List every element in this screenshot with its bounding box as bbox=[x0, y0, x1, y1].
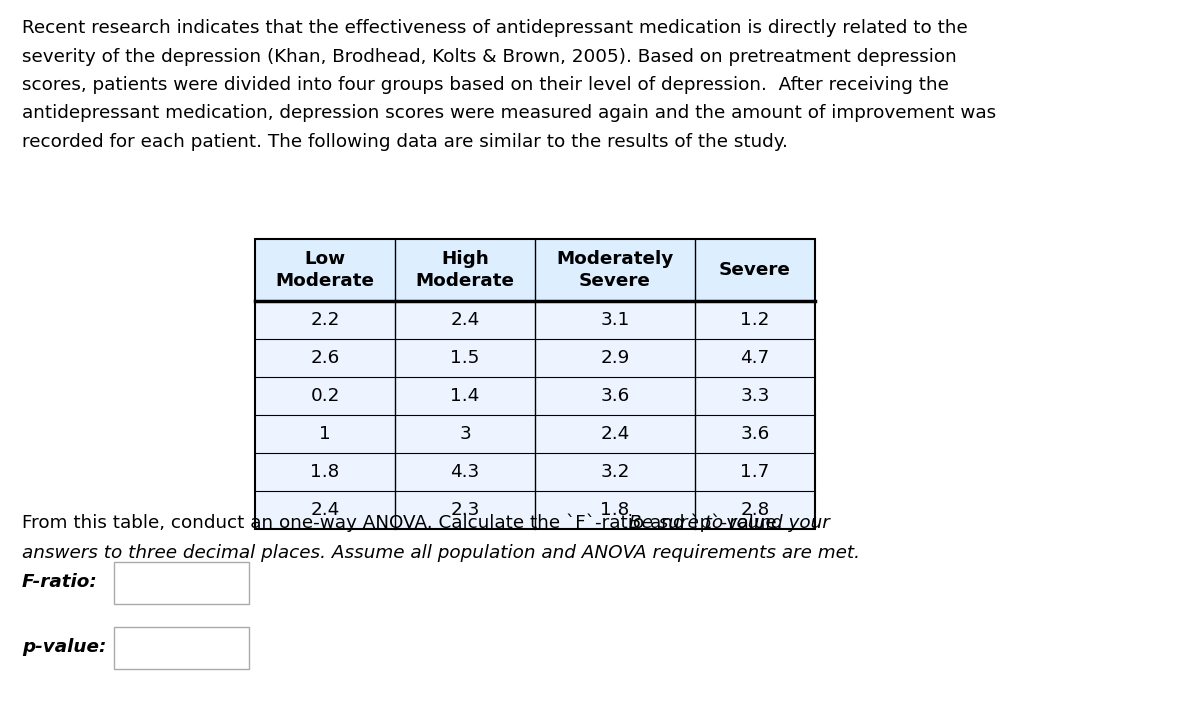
Text: From this table, conduct an one-way ANOVA. Calculate the `F`-ratio and `p`-value: From this table, conduct an one-way ANOV… bbox=[22, 514, 788, 532]
Text: answers to three decimal places. Assume all population and ANOVA requirements ar: answers to three decimal places. Assume … bbox=[22, 544, 860, 562]
Text: p-value:: p-value: bbox=[22, 638, 107, 656]
Text: High
Moderate: High Moderate bbox=[415, 251, 515, 290]
Text: 0.2: 0.2 bbox=[311, 387, 340, 405]
Bar bbox=[254, 453, 815, 491]
Text: 1.8: 1.8 bbox=[600, 501, 630, 519]
Text: F-ratio:: F-ratio: bbox=[22, 573, 97, 591]
Text: 4.3: 4.3 bbox=[450, 463, 480, 481]
Text: scores, patients were divided into four groups based on their level of depressio: scores, patients were divided into four … bbox=[22, 76, 949, 94]
FancyBboxPatch shape bbox=[114, 562, 250, 604]
Text: 3.6: 3.6 bbox=[740, 425, 769, 443]
Text: Recent research indicates that the effectiveness of antidepressant medication is: Recent research indicates that the effec… bbox=[22, 19, 967, 37]
Text: Be sure to round your: Be sure to round your bbox=[629, 514, 829, 532]
Bar bbox=[254, 239, 815, 301]
Text: antidepressant medication, depression scores were measured again and the amount : antidepressant medication, depression sc… bbox=[22, 104, 996, 122]
Text: 2.3: 2.3 bbox=[450, 501, 480, 519]
Text: 1: 1 bbox=[319, 425, 331, 443]
Text: Severe: Severe bbox=[719, 261, 791, 279]
Text: 3.3: 3.3 bbox=[740, 387, 769, 405]
Bar bbox=[254, 339, 815, 377]
Text: Moderately
Severe: Moderately Severe bbox=[557, 251, 673, 290]
Text: recorded for each patient. The following data are similar to the results of the : recorded for each patient. The following… bbox=[22, 133, 788, 151]
Bar bbox=[254, 239, 815, 529]
Text: 1.8: 1.8 bbox=[311, 463, 340, 481]
Text: Low
Moderate: Low Moderate bbox=[276, 251, 374, 290]
Text: 2.4: 2.4 bbox=[600, 425, 630, 443]
Text: 4.7: 4.7 bbox=[740, 349, 769, 367]
Text: severity of the depression (Khan, Brodhead, Kolts & Brown, 2005). Based on pretr: severity of the depression (Khan, Brodhe… bbox=[22, 48, 956, 65]
Text: 1.5: 1.5 bbox=[450, 349, 480, 367]
Text: 3.1: 3.1 bbox=[600, 311, 630, 329]
Text: 3.2: 3.2 bbox=[600, 463, 630, 481]
Text: 3.6: 3.6 bbox=[600, 387, 630, 405]
Text: 2.2: 2.2 bbox=[311, 311, 340, 329]
Text: 2.9: 2.9 bbox=[600, 349, 630, 367]
FancyBboxPatch shape bbox=[114, 627, 250, 669]
Bar bbox=[254, 301, 815, 339]
Text: 3: 3 bbox=[460, 425, 470, 443]
Text: 2.8: 2.8 bbox=[740, 501, 769, 519]
Bar bbox=[254, 377, 815, 415]
Text: 2.6: 2.6 bbox=[311, 349, 340, 367]
Text: 1.7: 1.7 bbox=[740, 463, 769, 481]
Bar bbox=[254, 491, 815, 529]
Text: 2.4: 2.4 bbox=[450, 311, 480, 329]
Text: 1.4: 1.4 bbox=[450, 387, 480, 405]
Bar bbox=[254, 415, 815, 453]
Text: 1.2: 1.2 bbox=[740, 311, 769, 329]
Text: 2.4: 2.4 bbox=[311, 501, 340, 519]
